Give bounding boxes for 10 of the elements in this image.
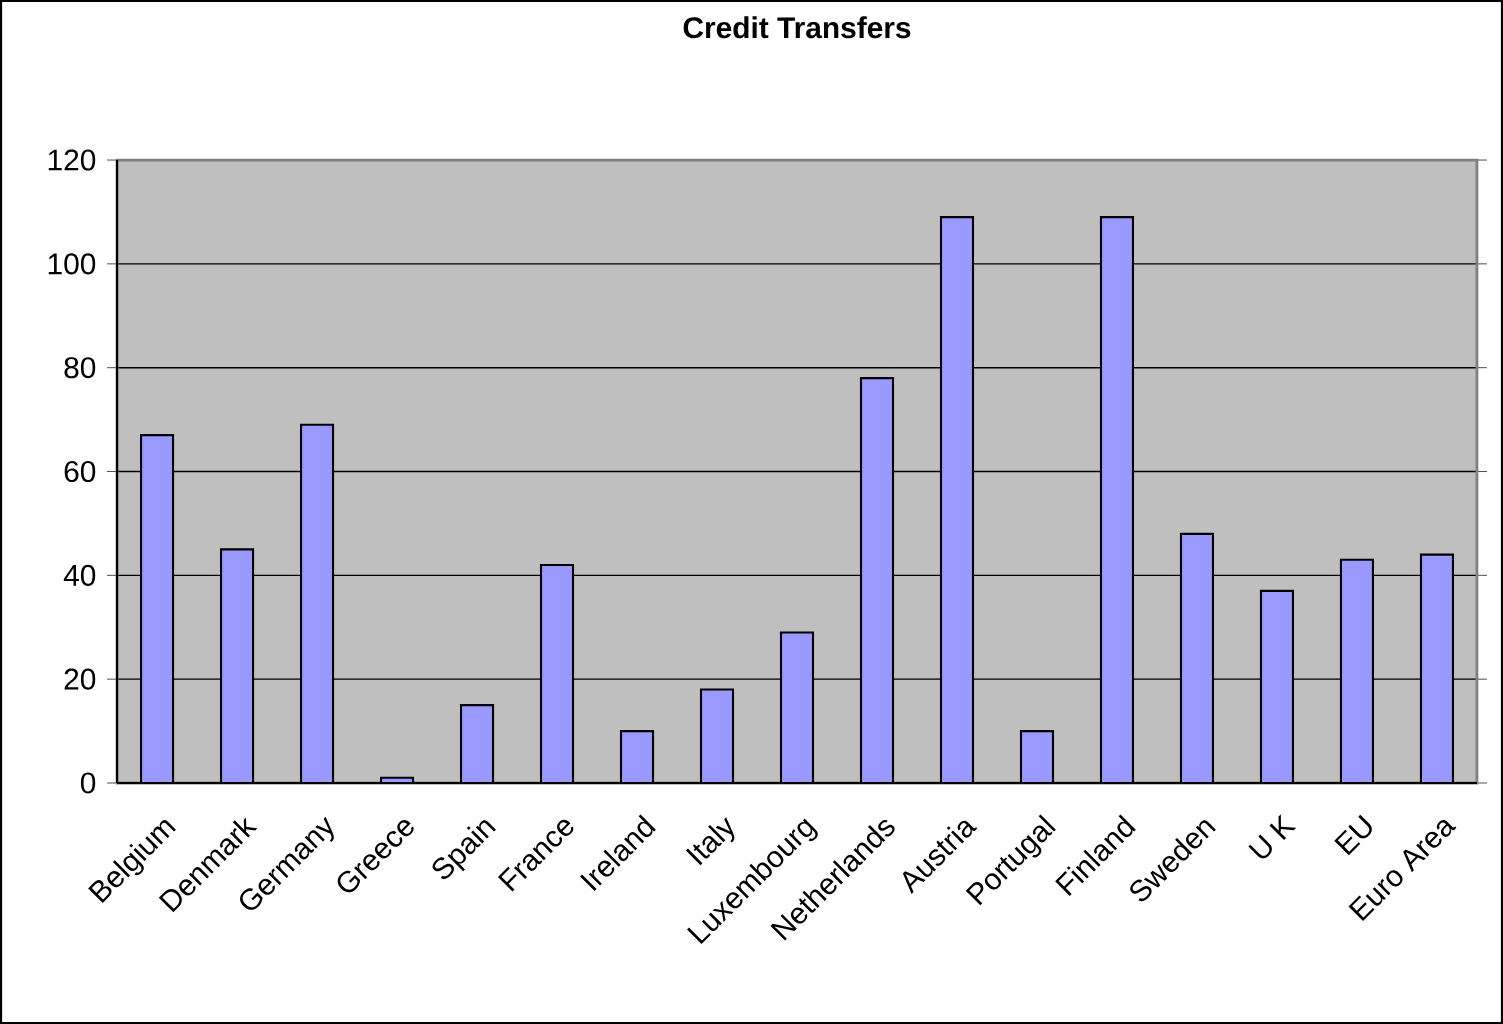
y-tick-label: 80 <box>64 357 96 379</box>
y-tick-label: 0 <box>80 772 96 794</box>
x-tick-label: EU <box>1334 814 1372 856</box>
y-tick-label: 120 <box>48 149 96 171</box>
chart-title: Credit Transfers <box>683 16 911 39</box>
y-tick-label: 60 <box>64 460 96 483</box>
y-tick-label: 100 <box>48 253 96 275</box>
y-tick-label: 40 <box>63 564 96 586</box>
y-tick-label: 20 <box>64 668 96 690</box>
x-tick-label: U K <box>1248 814 1297 859</box>
